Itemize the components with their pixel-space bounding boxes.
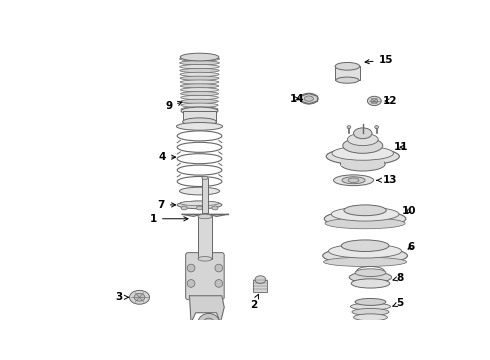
- Ellipse shape: [324, 210, 406, 227]
- Text: 15: 15: [365, 55, 393, 65]
- Text: 12: 12: [383, 96, 397, 106]
- Ellipse shape: [323, 247, 408, 264]
- Ellipse shape: [212, 206, 218, 210]
- Ellipse shape: [129, 291, 149, 304]
- Ellipse shape: [181, 107, 218, 111]
- Bar: [198, 216, 212, 259]
- Ellipse shape: [341, 240, 389, 252]
- Ellipse shape: [300, 93, 318, 104]
- Ellipse shape: [328, 244, 402, 258]
- Ellipse shape: [355, 298, 386, 305]
- Text: 14: 14: [290, 94, 305, 104]
- Bar: [253, 280, 268, 292]
- Ellipse shape: [335, 62, 360, 70]
- Ellipse shape: [181, 107, 218, 115]
- Ellipse shape: [349, 272, 392, 283]
- Ellipse shape: [355, 269, 386, 276]
- Ellipse shape: [351, 279, 390, 288]
- Ellipse shape: [371, 99, 378, 103]
- Ellipse shape: [180, 68, 219, 73]
- Ellipse shape: [336, 77, 359, 83]
- Ellipse shape: [177, 201, 222, 209]
- Ellipse shape: [198, 256, 212, 261]
- Ellipse shape: [343, 138, 383, 153]
- Ellipse shape: [181, 206, 187, 210]
- Ellipse shape: [179, 57, 220, 61]
- Text: 1: 1: [150, 214, 188, 224]
- Ellipse shape: [255, 276, 266, 283]
- Ellipse shape: [187, 280, 195, 287]
- Ellipse shape: [181, 95, 219, 100]
- Ellipse shape: [350, 303, 391, 310]
- Text: 9: 9: [165, 101, 182, 111]
- Text: 4: 4: [159, 152, 175, 162]
- Ellipse shape: [180, 91, 219, 96]
- Ellipse shape: [180, 53, 219, 61]
- Text: 5: 5: [393, 298, 403, 309]
- Polygon shape: [190, 296, 224, 323]
- Ellipse shape: [180, 88, 219, 92]
- Ellipse shape: [180, 64, 220, 69]
- Bar: [341, 156, 384, 166]
- Ellipse shape: [134, 293, 145, 301]
- Ellipse shape: [348, 178, 359, 183]
- Text: 8: 8: [393, 273, 403, 283]
- Ellipse shape: [176, 122, 222, 130]
- Ellipse shape: [347, 133, 378, 145]
- Ellipse shape: [180, 84, 219, 88]
- Ellipse shape: [202, 176, 208, 180]
- Ellipse shape: [215, 264, 222, 272]
- Ellipse shape: [181, 103, 218, 107]
- Text: 11: 11: [394, 142, 409, 152]
- Ellipse shape: [326, 148, 399, 165]
- Ellipse shape: [344, 205, 386, 216]
- Text: 7: 7: [157, 200, 175, 210]
- Ellipse shape: [180, 72, 219, 77]
- Ellipse shape: [180, 61, 220, 65]
- Ellipse shape: [354, 128, 372, 139]
- Polygon shape: [182, 214, 201, 216]
- Ellipse shape: [347, 126, 351, 129]
- Ellipse shape: [187, 264, 195, 272]
- Ellipse shape: [375, 126, 379, 129]
- Bar: [335, 66, 360, 80]
- Ellipse shape: [181, 99, 218, 103]
- Text: 13: 13: [377, 175, 397, 185]
- Ellipse shape: [325, 218, 405, 229]
- Ellipse shape: [183, 118, 217, 126]
- Ellipse shape: [354, 314, 388, 321]
- Ellipse shape: [368, 96, 381, 105]
- Text: 6: 6: [407, 242, 414, 252]
- Text: 10: 10: [402, 206, 416, 216]
- Ellipse shape: [331, 207, 399, 221]
- Ellipse shape: [180, 76, 219, 80]
- Ellipse shape: [180, 201, 219, 206]
- Ellipse shape: [323, 257, 407, 266]
- Polygon shape: [209, 214, 228, 216]
- Ellipse shape: [332, 147, 393, 160]
- Bar: [202, 178, 208, 213]
- Ellipse shape: [198, 314, 220, 332]
- Bar: [183, 111, 217, 122]
- Ellipse shape: [215, 280, 222, 287]
- Ellipse shape: [341, 157, 385, 171]
- Ellipse shape: [179, 187, 220, 195]
- Ellipse shape: [352, 309, 389, 315]
- Ellipse shape: [180, 80, 219, 84]
- Ellipse shape: [196, 206, 203, 210]
- Ellipse shape: [203, 318, 214, 327]
- FancyBboxPatch shape: [186, 253, 224, 300]
- Text: 3: 3: [115, 292, 128, 302]
- Text: 2: 2: [250, 294, 259, 310]
- Ellipse shape: [334, 175, 373, 186]
- Ellipse shape: [198, 214, 212, 219]
- Ellipse shape: [304, 96, 314, 101]
- Ellipse shape: [342, 177, 365, 184]
